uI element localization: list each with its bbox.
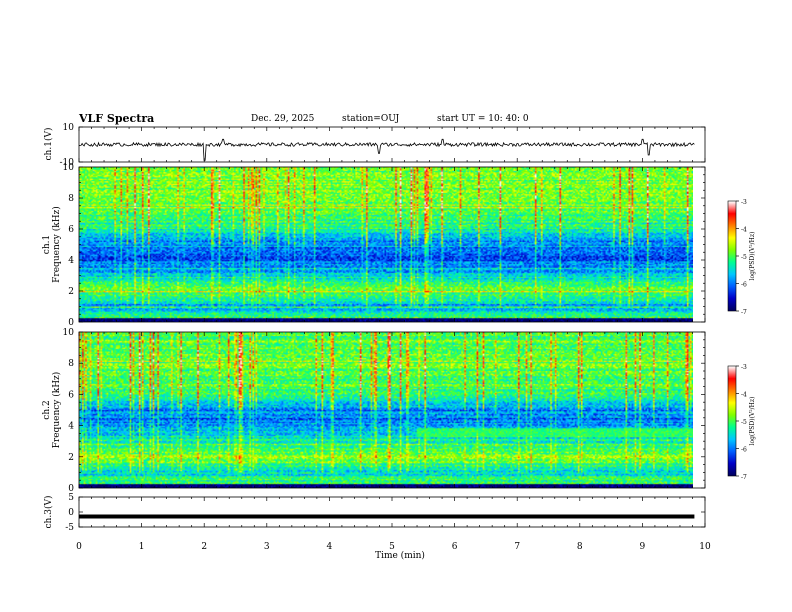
x-tick-label-0: 0 <box>76 542 82 552</box>
x-tick-label-4: 4 <box>327 542 333 552</box>
ch2-spec-y-tick-label-10: 10 <box>63 328 75 338</box>
ch2-spec-y-tick-label-8: 8 <box>68 359 74 369</box>
ch1-cb-tick-label--7: -7 <box>741 309 747 316</box>
x-axis-label: Time (min) <box>375 550 425 561</box>
ch1-cb-label: log(PSD)(V²/Hz) <box>749 232 756 281</box>
ch1-spec-y-tick-label-10: 10 <box>63 163 75 173</box>
ch1-spec-channel-label: ch.1 <box>42 235 52 254</box>
ch2-cb-tick-label--7: -7 <box>741 474 747 481</box>
ch3-y-tick-label-5: 5 <box>68 493 74 503</box>
ch1-spec-y-tick-label-2: 2 <box>68 287 74 297</box>
ch2-spec-y-tick-label-4: 4 <box>68 422 74 432</box>
ch1-spec-y-tick-label-4: 4 <box>68 256 74 266</box>
ch1-cb-tick-label--6: -6 <box>741 282 747 289</box>
ch1-cb-tick-label--4: -4 <box>741 227 747 234</box>
ch2-spec-y-axis-label: Frequency (kHz) <box>51 372 62 449</box>
ch1-y-axis-label: ch.1(V) <box>43 128 54 161</box>
ch3-waveform-frame <box>78 496 706 528</box>
ch2-spec-y-tick-label-0: 0 <box>68 484 74 494</box>
x-tick-label-2: 2 <box>201 542 207 552</box>
ch2-spec-channel-label: ch.2 <box>42 400 52 419</box>
x-tick-label-7: 7 <box>514 542 520 552</box>
ch2-spectrogram-image <box>79 332 693 488</box>
colorbar-ch1-gradient <box>728 201 736 311</box>
ch1-spec-y-tick-label-0: 0 <box>68 318 74 328</box>
x-tick-label-3: 3 <box>264 542 270 552</box>
ch2-cb-tick-label--6: -6 <box>741 447 747 454</box>
ch1-waveform-trace <box>78 138 695 161</box>
ch1-spectrogram-image <box>79 167 693 322</box>
date-label: Dec. 29, 2025 <box>251 114 315 124</box>
ch2-cb-label: log(PSD)(V²/Hz) <box>749 397 756 446</box>
ch3-waveform-trace <box>79 514 695 519</box>
ch2-cb-tick-label--4: -4 <box>741 392 747 399</box>
x-tick-label-10: 10 <box>699 542 711 552</box>
ch1-cb-tick-label--3: -3 <box>741 199 747 206</box>
ch2-cb-tick-label--5: -5 <box>741 419 747 426</box>
x-tick-label-6: 6 <box>452 542 458 552</box>
ch1-y-tick-label--10: -10 <box>60 158 75 168</box>
ch3-y-tick-label-0: 0 <box>68 508 74 518</box>
axis-ticks <box>78 126 739 528</box>
ch1-cb-tick-label--5: -5 <box>741 254 747 261</box>
ch2-cb-tick-label--3: -3 <box>741 364 747 371</box>
ch1-spec-y-tick-label-8: 8 <box>68 194 74 204</box>
start-time-label: start UT = 10: 40: 0 <box>437 114 529 124</box>
ch1-y-tick-label-10: 10 <box>63 123 75 133</box>
ch3-y-axis-label: ch.3(V) <box>43 496 54 529</box>
ch2-spec-y-tick-label-2: 2 <box>68 453 74 463</box>
ch1-spec-y-axis-label: Frequency (kHz) <box>51 206 62 283</box>
x-tick-label-1: 1 <box>139 542 145 552</box>
colorbar-ch1 <box>727 200 737 312</box>
ch3-y-tick-label--5: -5 <box>65 523 74 533</box>
colorbar-ch2 <box>727 365 737 477</box>
x-tick-label-5: 5 <box>389 542 395 552</box>
ch2-spec-y-tick-label-6: 6 <box>68 390 74 400</box>
colorbar-ch2-gradient <box>728 366 736 476</box>
figure-title: VLF Spectra <box>79 112 155 125</box>
x-tick-label-8: 8 <box>577 542 583 552</box>
station-label: station=OUJ <box>342 114 400 124</box>
ch1-spec-y-tick-label-6: 6 <box>68 225 74 235</box>
x-tick-label-9: 9 <box>640 542 646 552</box>
